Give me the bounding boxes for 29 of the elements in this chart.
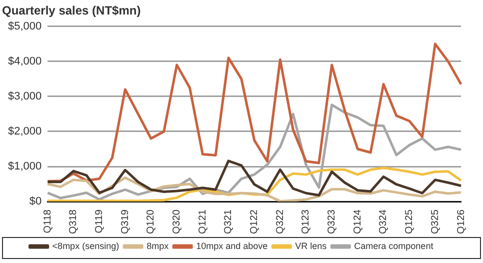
x-tick-label: Q321 (223, 209, 234, 234)
chart-title: Quarterly sales (NT$mn) (2, 4, 141, 18)
x-tick-label: Q124 (352, 209, 364, 234)
x-tick-label: Q126 (456, 209, 467, 234)
y-tick-label: $0 (29, 196, 42, 208)
x-tick-label: Q122 (249, 209, 260, 234)
x-tick-label: Q318 (68, 209, 80, 234)
y-tick-label: $1,000 (8, 160, 42, 173)
x-tick-label: Q324 (378, 209, 390, 234)
x-tick-label: Q121 (197, 209, 208, 234)
legend-label: Camera component (354, 240, 434, 251)
x-tick-label: Q125 (404, 209, 416, 234)
y-tick-label: $3,000 (8, 90, 42, 102)
y-tick-label: $5,000 (8, 20, 42, 32)
x-tick-label: Q319 (120, 209, 131, 234)
legend-label: 10mpx and above (196, 240, 268, 251)
x-tick-label: Q119 (94, 209, 106, 234)
legend-label: <8mpx (sensing) (52, 240, 120, 251)
x-tick-label: Q320 (172, 209, 183, 234)
legend-label: 8mpx (146, 240, 170, 251)
x-tick-label: Q120 (146, 209, 157, 234)
x-tick-label: Q118 (42, 209, 54, 234)
legend-label: VR lens (295, 240, 328, 251)
x-tick-label: Q325 (430, 209, 441, 234)
y-tick-label: $2,000 (8, 126, 42, 138)
x-tick-label: Q323 (326, 209, 338, 234)
x-tick-label: Q322 (274, 209, 286, 234)
y-tick-label: $4,000 (8, 55, 42, 68)
x-tick-label: Q123 (300, 209, 312, 234)
